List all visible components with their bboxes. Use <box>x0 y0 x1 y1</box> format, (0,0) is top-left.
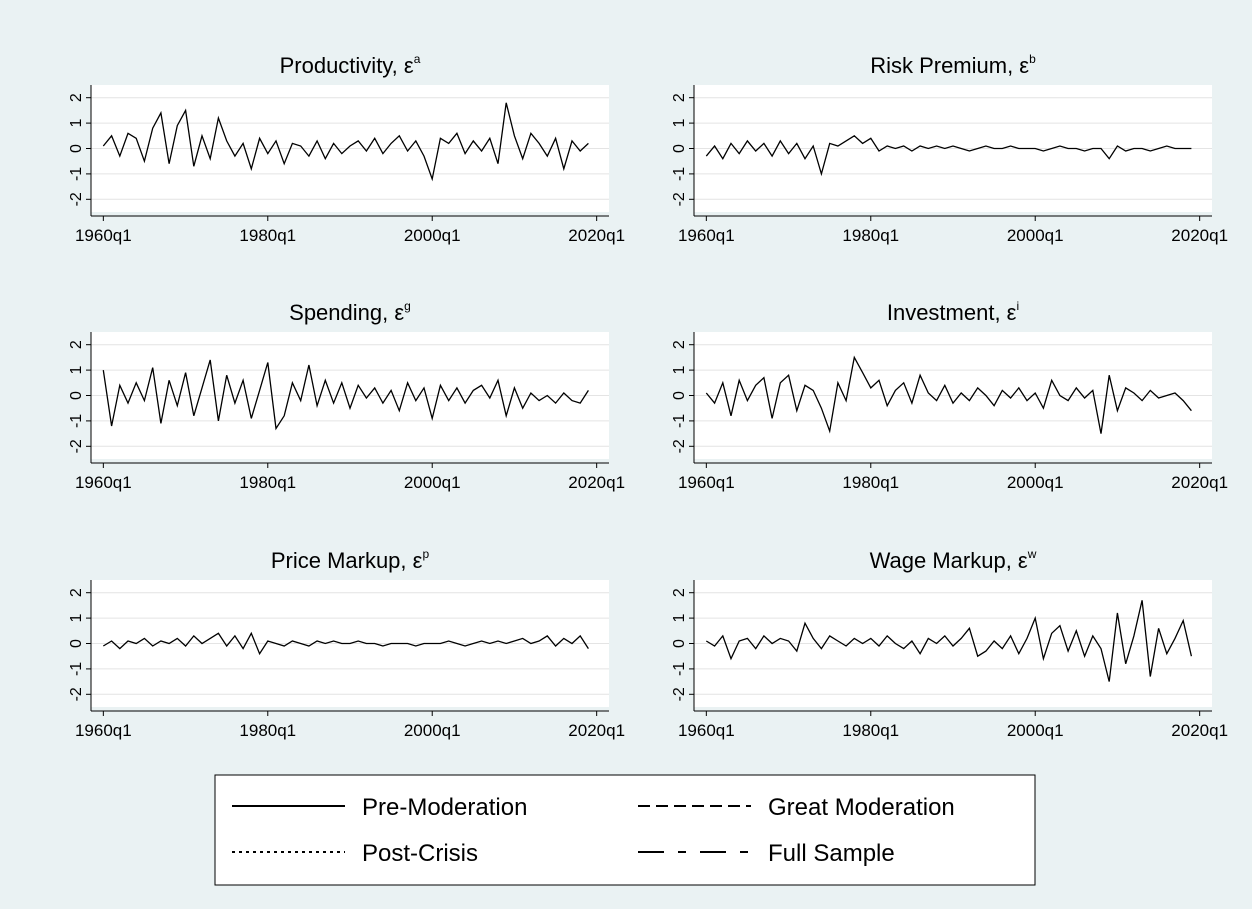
chart-title: Spending, εg <box>289 299 411 325</box>
x-tick-label: 2020q1 <box>1171 226 1228 245</box>
x-tick-label: 1980q1 <box>842 226 899 245</box>
x-tick-label: 2000q1 <box>1007 721 1064 740</box>
y-tick-label: -1 <box>68 167 85 181</box>
y-tick-label: 2 <box>671 588 688 597</box>
x-tick-label: 2020q1 <box>568 226 625 245</box>
series-line <box>705 355 1192 434</box>
chart-title: Productivity, εa <box>280 52 421 78</box>
chart-title: Investment, εi <box>887 299 1019 325</box>
legend-label: Great Moderation <box>768 794 955 821</box>
title-text: Productivity, ε <box>280 53 414 78</box>
series-line <box>102 359 589 431</box>
x-tick-label: 1960q1 <box>678 226 735 245</box>
x-tick-label: 1980q1 <box>239 473 296 492</box>
x-tick-label: 1980q1 <box>842 721 899 740</box>
y-tick-label: 0 <box>68 391 85 400</box>
series-line <box>705 600 1193 682</box>
x-tick-label: 2020q1 <box>568 721 625 740</box>
title-text: Wage Markup, ε <box>870 548 1028 573</box>
y-tick-label: 0 <box>671 639 688 648</box>
legend-box <box>214 774 1036 886</box>
y-tick-label: 0 <box>671 391 688 400</box>
series-line <box>102 102 589 182</box>
title-superscript: w <box>1027 547 1037 561</box>
y-tick-label: -1 <box>671 167 688 181</box>
y-tick-label: -2 <box>671 439 688 453</box>
chart-title: Risk Premium, εb <box>870 52 1036 78</box>
series-line <box>705 134 1192 177</box>
title-superscript: a <box>414 52 421 66</box>
x-tick-label: 2000q1 <box>404 473 461 492</box>
chart-title: Wage Markup, εw <box>870 547 1037 573</box>
x-tick-label: 1980q1 <box>842 473 899 492</box>
y-tick-label: 2 <box>68 93 85 102</box>
title-text: Investment, ε <box>887 300 1017 325</box>
x-tick-label: 2020q1 <box>568 473 625 492</box>
y-tick-label: 2 <box>68 588 85 597</box>
title-superscript: b <box>1029 52 1036 66</box>
x-tick-label: 1960q1 <box>678 721 735 740</box>
y-tick-label: 0 <box>68 144 85 153</box>
x-tick-label: 2000q1 <box>404 721 461 740</box>
y-tick-label: -2 <box>68 687 85 701</box>
y-tick-label: -2 <box>671 687 688 701</box>
title-superscript: g <box>404 299 411 313</box>
y-tick-label: 0 <box>671 144 688 153</box>
y-tick-label: -1 <box>68 414 85 428</box>
x-tick-label: 2020q1 <box>1171 473 1228 492</box>
x-tick-label: 1980q1 <box>239 721 296 740</box>
x-tick-label: 2020q1 <box>1171 721 1228 740</box>
x-tick-label: 2000q1 <box>1007 473 1064 492</box>
title-superscript: i <box>1016 299 1019 313</box>
legend-label: Full Sample <box>768 840 895 867</box>
y-tick-label: -2 <box>68 192 85 206</box>
x-tick-label: 2000q1 <box>1007 226 1064 245</box>
y-tick-label: 2 <box>671 93 688 102</box>
y-tick-label: 1 <box>671 366 688 375</box>
y-tick-label: -2 <box>671 192 688 206</box>
y-tick-label: 0 <box>68 639 85 648</box>
x-tick-label: 1960q1 <box>678 473 735 492</box>
y-tick-label: 1 <box>671 614 688 623</box>
y-tick-label: 1 <box>671 119 688 128</box>
x-tick-label: 2000q1 <box>404 226 461 245</box>
title-text: Risk Premium, ε <box>870 53 1029 78</box>
legend-label: Post-Crisis <box>362 840 478 867</box>
x-tick-label: 1960q1 <box>75 473 132 492</box>
chart-title: Price Markup, εp <box>271 547 430 573</box>
y-tick-label: 2 <box>68 340 85 349</box>
x-tick-label: 1960q1 <box>75 226 132 245</box>
y-tick-label: -2 <box>68 439 85 453</box>
title-text: Price Markup, ε <box>271 548 423 573</box>
y-tick-label: 1 <box>68 614 85 623</box>
x-tick-label: 1960q1 <box>75 721 132 740</box>
y-tick-label: -1 <box>671 662 688 676</box>
legend-label: Pre-Moderation <box>362 794 527 821</box>
y-tick-label: 1 <box>68 366 85 375</box>
y-tick-label: -1 <box>68 662 85 676</box>
series-line <box>102 631 589 656</box>
y-tick-label: -1 <box>671 414 688 428</box>
x-tick-label: 1980q1 <box>239 226 296 245</box>
title-superscript: p <box>422 547 429 561</box>
y-tick-label: 1 <box>68 119 85 128</box>
y-tick-label: 2 <box>671 340 688 349</box>
title-text: Spending, ε <box>289 300 404 325</box>
